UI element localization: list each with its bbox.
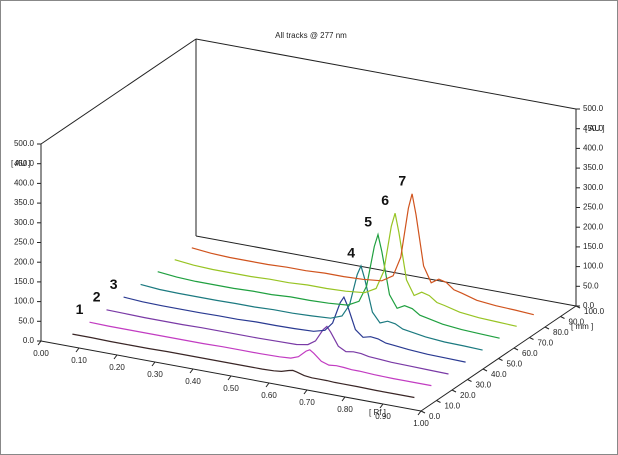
y2-tick-label: 200.0 [583, 222, 604, 231]
y2-tick-label: 300.0 [583, 183, 604, 192]
x-tick [37, 340, 42, 346]
y-tick-label: 300.0 [14, 218, 35, 227]
z-tick [451, 389, 457, 393]
y2-tick-label: 50.0 [583, 281, 599, 290]
z-tick [513, 347, 519, 351]
z-tick-label: 20.0 [460, 391, 476, 400]
peak-label: 6 [381, 192, 389, 208]
peak-label: 2 [93, 289, 101, 305]
peak-label: 4 [347, 245, 355, 261]
peak-label: 5 [364, 213, 372, 229]
x-tick [303, 389, 308, 395]
x-tick-label: 0.60 [261, 391, 277, 400]
y-tick-label: 250.0 [14, 238, 35, 247]
z-tick [560, 316, 565, 319]
z-tick-label: 70.0 [538, 339, 554, 348]
y2-tick-label: 100.0 [583, 262, 604, 271]
y-tick-label: 350.0 [14, 198, 35, 207]
peak-label: 7 [398, 173, 406, 189]
z-tick [544, 326, 550, 330]
z-tick-label: 50.0 [507, 360, 523, 369]
x-tick-label: 0.70 [299, 398, 315, 407]
z-tick [575, 305, 581, 309]
track-line [72, 333, 415, 399]
x-tick [379, 403, 384, 409]
frame-edge [195, 235, 577, 307]
track-line [106, 309, 449, 375]
z-tick [420, 410, 426, 414]
x-tick-label: 0.10 [71, 356, 87, 365]
x-tick-label: 0.40 [185, 377, 201, 386]
x-tick-label: 0.00 [33, 349, 49, 358]
x-tick [75, 347, 80, 353]
frame-edge [40, 38, 197, 145]
y2-tick-label: 450.0 [583, 124, 604, 133]
y2-tick-label: 150.0 [583, 242, 604, 251]
track-line [140, 264, 483, 351]
y2-tick-label: 500.0 [583, 104, 604, 113]
x-tick [265, 382, 270, 388]
z-tick-label: 40.0 [491, 370, 507, 379]
track-line [89, 321, 432, 387]
y2-axis-label: [ AU ] [585, 124, 605, 133]
z-tick [529, 337, 534, 340]
z-axis-label: [ mm ] [571, 322, 593, 331]
y2-tick-label: 250.0 [583, 203, 604, 212]
x-tick [189, 368, 194, 374]
peak-label: 3 [110, 276, 118, 292]
y-tick-label: 400.0 [14, 179, 35, 188]
z-tick [482, 368, 488, 372]
peak-label: 1 [76, 301, 84, 317]
z-tick-label: 90.0 [569, 318, 585, 327]
track-line [174, 213, 517, 327]
z-tick-label: 10.0 [445, 402, 461, 411]
chart-title: All tracks @ 277 nm [275, 31, 347, 40]
track-line [191, 193, 534, 316]
y-tick-label: 450.0 [14, 159, 35, 168]
z-tick-label: 100.0 [584, 307, 605, 316]
y-tick-label: 200.0 [14, 257, 35, 266]
y-tick-label: 500.0 [14, 139, 35, 148]
y-tick-label: 50.0 [18, 316, 34, 325]
track-line [157, 232, 500, 339]
y2-tick-label: 400.0 [583, 144, 604, 153]
x-tick [341, 396, 346, 402]
x-axis-label: [ Rf ] [369, 408, 386, 417]
track-line [123, 295, 466, 363]
y-tick-label: 100.0 [14, 297, 35, 306]
z-tick-label: 80.0 [553, 328, 569, 337]
x-tick-label: 0.80 [337, 405, 353, 414]
y-tick-label: 0.0 [23, 336, 35, 345]
z-tick-label: 0.0 [429, 412, 441, 421]
y-tick-label: 150.0 [14, 277, 35, 286]
z-tick [467, 379, 472, 382]
x-tick [417, 410, 422, 416]
x-tick-label: 0.30 [147, 370, 163, 379]
x-tick [113, 354, 118, 360]
x-tick-label: 0.90 [375, 412, 391, 421]
z-tick-label: 60.0 [522, 349, 538, 358]
x-tick [151, 361, 156, 367]
y2-tick-label: 0.0 [583, 301, 595, 310]
z-tick [436, 400, 441, 403]
y2-tick-label: 350.0 [583, 163, 604, 172]
y-axis-label: [ AU ] [11, 159, 31, 168]
x-tick-label: 0.20 [109, 363, 125, 372]
frame-edge [195, 38, 577, 110]
x-tick-label: 1.00 [413, 419, 429, 428]
x-tick [227, 375, 232, 381]
z-tick-label: 30.0 [476, 381, 492, 390]
x-tick-label: 0.50 [223, 384, 239, 393]
z-tick [498, 358, 503, 361]
